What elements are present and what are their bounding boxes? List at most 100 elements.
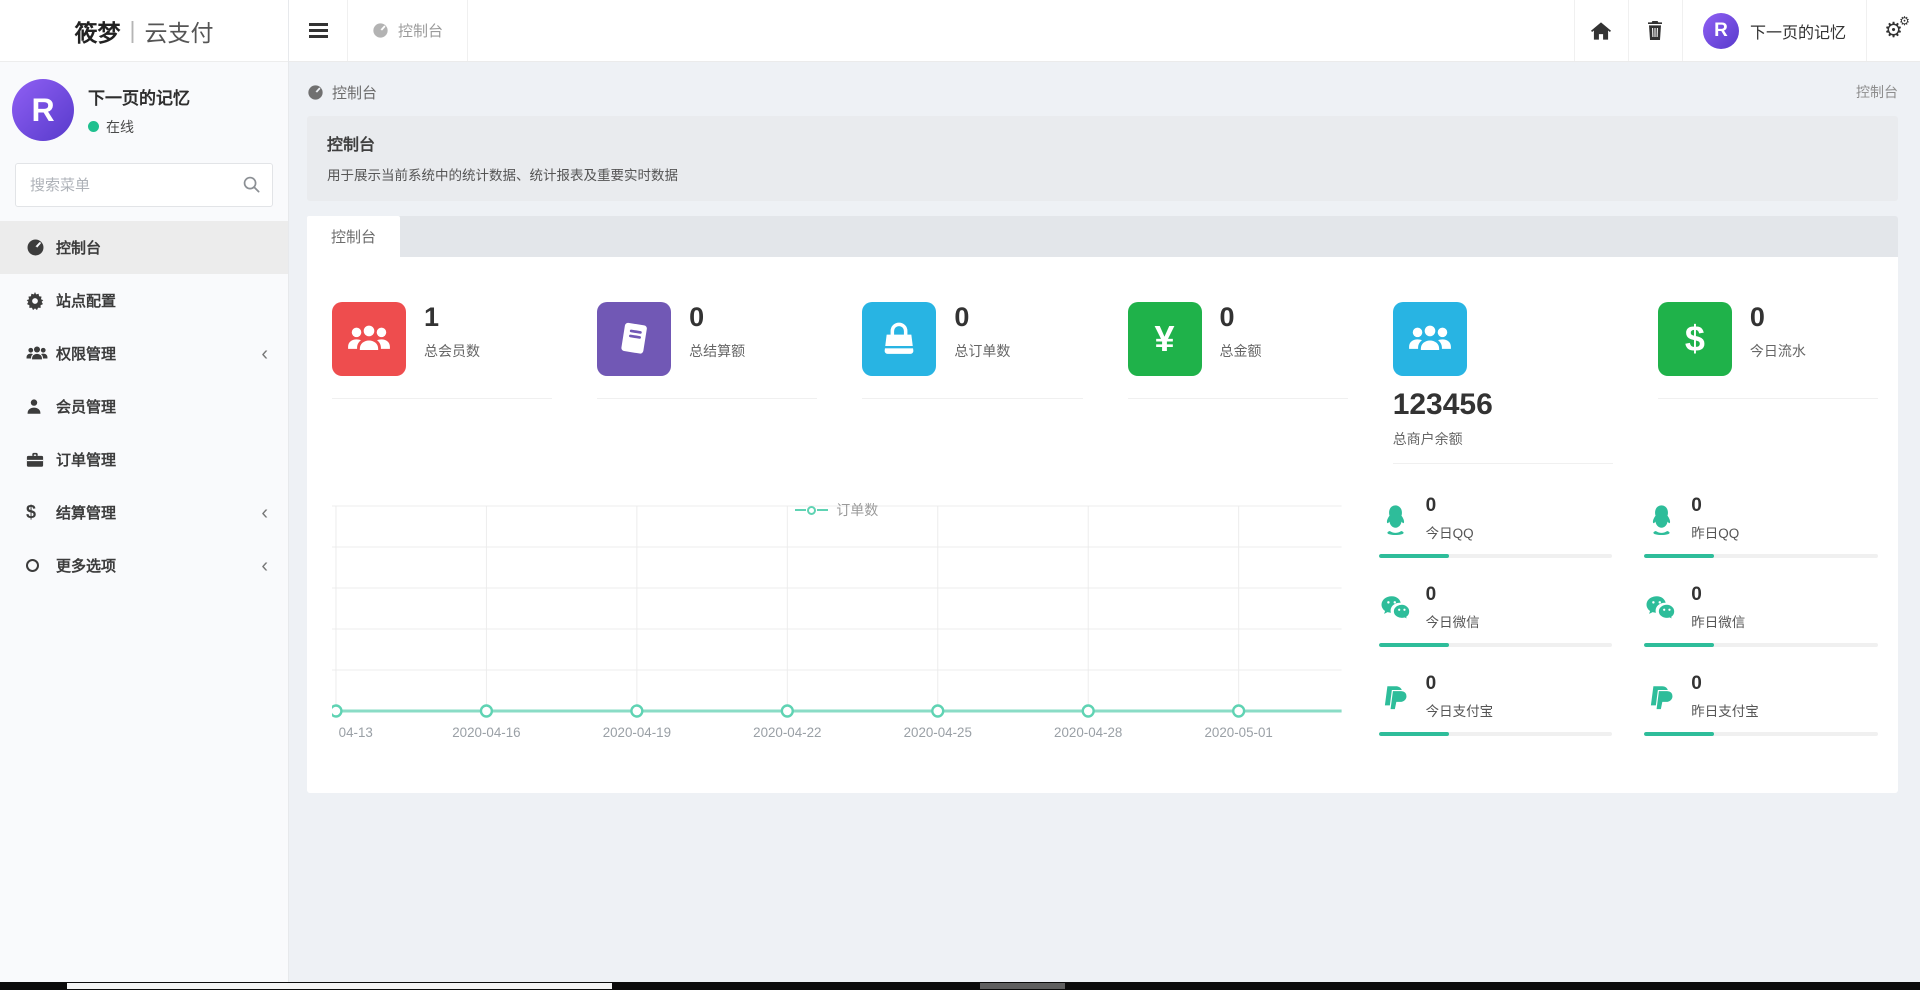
stat-card-total-members: 1 总会员数 <box>307 302 572 399</box>
sidebar-item-more[interactable]: 更多选项 ‹ <box>0 539 288 592</box>
breadcrumb-label: 控制台 <box>332 84 378 102</box>
sidebar-item-label: 权限管理 <box>56 346 117 363</box>
top-navbar: 控制台 R 下一页的记忆 ⚙ ⚙ <box>289 0 1920 62</box>
paypal-icon <box>1644 682 1678 713</box>
stat-card-today-flow: $ 0 今日流水 <box>1633 302 1898 399</box>
home-icon <box>1591 21 1612 40</box>
gauge-icon <box>307 84 324 101</box>
chevron-left-icon: ‹ <box>261 554 268 577</box>
sidebar-item-members[interactable]: 会员管理 <box>0 380 288 433</box>
mini-stat-value: 0 <box>1691 673 1702 694</box>
scrollbar-thumb-secondary[interactable] <box>980 983 1065 989</box>
main-content: 控制台 控制台 控制台 用于展示当前系统中的统计数据、统计报表及重要实时数据 控… <box>289 62 1920 990</box>
stat-card-total-amount: ¥ 0 总金额 <box>1103 302 1368 399</box>
yen-icon: ¥ <box>1127 302 1202 376</box>
breadcrumb-left[interactable]: 控制台 <box>307 82 377 103</box>
progress-bar <box>1644 643 1878 647</box>
svg-text:2020-04-25: 2020-04-25 <box>904 725 972 740</box>
trash-icon <box>1647 21 1663 40</box>
trash-button[interactable] <box>1627 0 1682 61</box>
stat-yesterday-qq: 0 昨日QQ <box>1644 496 1878 558</box>
dollar-icon: $ <box>1657 302 1732 376</box>
group-icon <box>332 302 406 376</box>
line-chart[interactable]: 04-13 2020-04-16 2020-04-19 2020-04-22 2020-… <box>332 494 1342 746</box>
group-icon <box>1392 302 1467 376</box>
paypal-icon <box>1379 682 1413 713</box>
sidebar-item-orders[interactable]: 订单管理 <box>0 433 288 486</box>
page-title: 控制台 <box>327 137 376 154</box>
stat-today-wechat: 0 今日微信 <box>1378 585 1613 647</box>
stat-label: 总会员数 <box>424 343 480 359</box>
svg-text:2020-04-22: 2020-04-22 <box>753 725 821 740</box>
orders-chart[interactable]: 订单数 04-13 2020-04-16 2020-04-19 2020-04-22 2… <box>307 494 1367 763</box>
progress-bar <box>1644 554 1878 558</box>
users-icon <box>26 345 56 362</box>
mini-stat-value: 0 <box>1691 584 1702 605</box>
stat-value: 0 <box>1219 302 1235 332</box>
svg-text:04-13: 04-13 <box>339 725 373 740</box>
gauge-icon <box>26 238 56 257</box>
stat-yesterday-alipay: 0 昨日支付宝 <box>1644 674 1878 736</box>
svg-text:2020-04-19: 2020-04-19 <box>603 725 671 740</box>
avatar: R <box>1702 12 1739 49</box>
tab-strip: 控制台 <box>307 216 1898 257</box>
wechat-icon <box>1644 595 1678 622</box>
legend-label: 订单数 <box>836 502 879 518</box>
qq-icon <box>1644 504 1678 535</box>
search-icon[interactable] <box>242 175 261 194</box>
stat-today-alipay: 0 今日支付宝 <box>1378 673 1613 736</box>
brand-separator: | <box>129 17 136 43</box>
page-header: 控制台 用于展示当前系统中的统计数据、统计报表及重要实时数据 <box>307 116 1898 201</box>
wechat-icon <box>1379 595 1413 622</box>
stat-card-total-orders: 0 总订单数 <box>837 302 1102 399</box>
mini-stat-value: 0 <box>1425 673 1437 694</box>
stat-value: 0 <box>1749 302 1765 332</box>
legend-marker-icon <box>807 505 817 515</box>
search-input[interactable] <box>15 163 273 207</box>
circle-icon <box>26 559 56 572</box>
sidebar-item-permissions[interactable]: 权限管理 ‹ <box>0 327 288 380</box>
navbar-user-menu[interactable]: R 下一页的记忆 <box>1681 0 1866 61</box>
sidebar-item-label: 订单管理 <box>56 452 117 469</box>
brand-name: 筱梦 <box>74 19 121 46</box>
avatar[interactable]: R <box>12 79 74 141</box>
online-status-dot <box>88 121 99 132</box>
stat-label: 今日流水 <box>1749 343 1806 359</box>
home-button[interactable] <box>1573 0 1628 61</box>
tab-dashboard[interactable]: 控制台 <box>307 216 400 257</box>
stat-value: 1 <box>424 302 440 332</box>
briefcase-icon <box>26 451 56 468</box>
sidebar-item-site-config[interactable]: 站点配置 <box>0 274 288 327</box>
sidebar-item-label: 更多选项 <box>56 558 117 575</box>
gauge-icon <box>372 22 389 39</box>
stat-label: 总商户余额 <box>1392 431 1463 447</box>
navbar-user-name: 下一页的记忆 <box>1749 24 1846 42</box>
svg-text:2020-04-16: 2020-04-16 <box>452 725 520 740</box>
qq-icon <box>1379 504 1413 535</box>
navbar-tab-dashboard[interactable]: 控制台 <box>347 0 469 61</box>
sidebar-item-label: 站点配置 <box>56 293 117 310</box>
scrollbar-thumb[interactable] <box>67 983 612 989</box>
hamburger-icon[interactable] <box>289 0 347 61</box>
stat-label: 总金额 <box>1219 343 1262 359</box>
dollar-icon: $ <box>26 502 37 522</box>
navbar-tab-label: 控制台 <box>398 23 444 40</box>
settings-button[interactable]: ⚙ ⚙ <box>1866 0 1920 61</box>
yesterday-stats-column: 0 昨日QQ 0 昨日微信 <box>1632 494 1898 763</box>
stat-card-merchant-balance: 123456 总商户余额 <box>1368 302 1633 464</box>
sidebar-item-dashboard[interactable]: 控制台 <box>0 221 288 274</box>
svg-text:2020-04-28: 2020-04-28 <box>1054 725 1122 740</box>
sidebar-user-name: 下一页的记忆 <box>88 88 190 108</box>
sidebar-item-settlement[interactable]: $ 结算管理 ‹ <box>0 486 288 539</box>
brand-suffix: 云支付 <box>144 19 214 46</box>
mini-stat-label: 昨日QQ <box>1691 526 1740 541</box>
stat-value: 0 <box>689 302 705 332</box>
mini-stat-value: 0 <box>1425 495 1437 516</box>
chart-legend[interactable]: 订单数 <box>307 500 1367 520</box>
progress-bar <box>1378 643 1613 647</box>
gear-icon <box>26 291 56 310</box>
sidebar-item-label: 控制台 <box>56 240 102 257</box>
brand-logo[interactable]: 筱梦 | 云支付 <box>0 0 288 62</box>
progress-bar <box>1378 732 1613 736</box>
progress-bar <box>1378 554 1613 558</box>
